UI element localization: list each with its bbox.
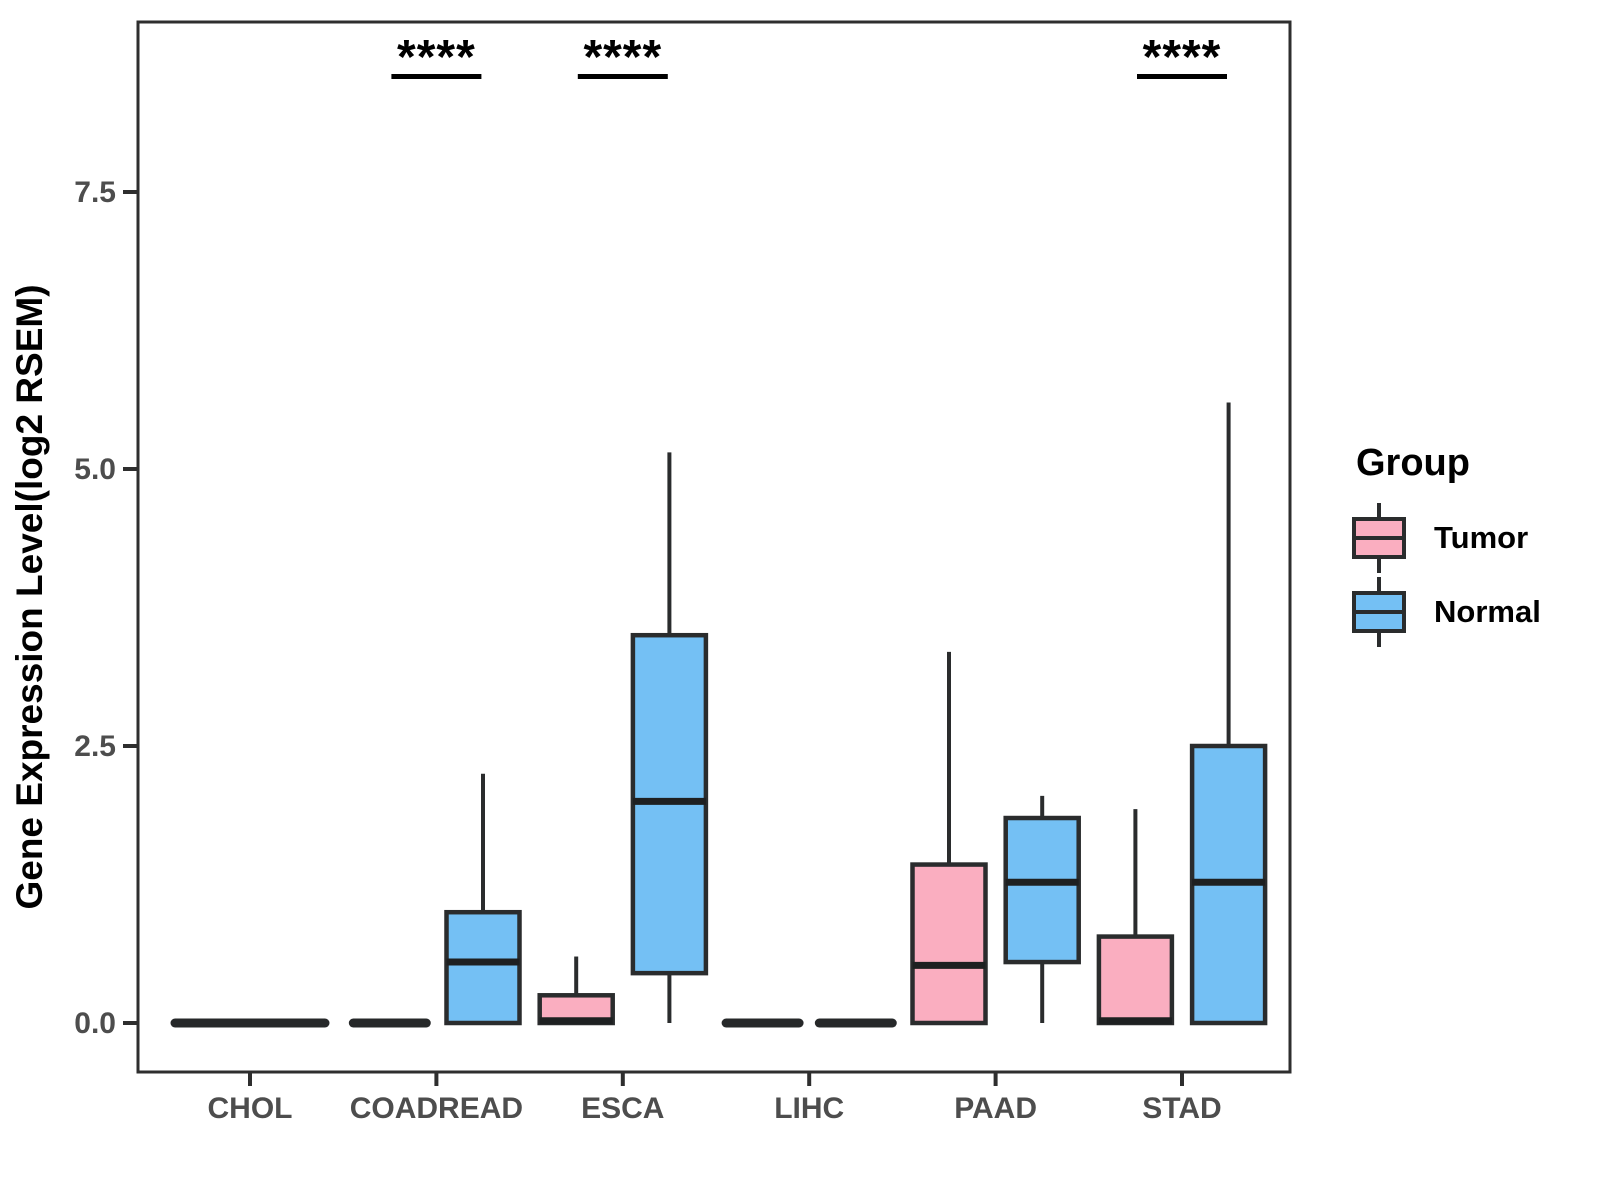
y-axis-title: Gene Expression Level(log2 RSEM) [9, 284, 50, 909]
significance-bar-ESCA [577, 74, 668, 79]
x-axis-label-PAAD: PAAD [954, 1092, 1037, 1125]
y-tick-label-7.5: 7.5 [74, 176, 116, 209]
box-tumor-PAAD [910, 862, 988, 1026]
box-tumor-STAD [1096, 934, 1175, 1026]
x-axis-label-LIHC: LIHC [774, 1092, 844, 1125]
legend-item-tumor: Tumor [1350, 501, 1541, 575]
box-normal-COADREAD [444, 909, 522, 1026]
y-tick-label-2.5: 2.5 [74, 730, 116, 763]
x-axis-label-COADREAD: COADREAD [350, 1092, 523, 1125]
legend-title: Group [1356, 442, 1470, 484]
y-tick-label-0.0: 0.0 [74, 1007, 116, 1040]
box-normal-PAAD [1003, 815, 1081, 965]
legend-item-normal: Normal [1350, 575, 1541, 649]
tumor-boxplot-key-icon [1352, 503, 1406, 573]
x-axis-label-STAD: STAD [1142, 1092, 1221, 1125]
normal-boxplot-key-icon [1352, 577, 1406, 647]
x-axis-label-CHOL: CHOL [208, 1092, 293, 1125]
legend: Group Tumor Normal [1350, 442, 1541, 649]
legend-label-tumor: Tumor [1434, 520, 1529, 555]
legend-label-normal: Normal [1434, 594, 1541, 629]
x-axis-label-ESCA: ESCA [581, 1092, 664, 1125]
significance-bar-STAD [1137, 74, 1227, 79]
y-tick-label-5.0: 5.0 [74, 453, 116, 486]
plot-panel [136, 20, 1292, 1074]
significance-bar-COADREAD [391, 74, 482, 79]
